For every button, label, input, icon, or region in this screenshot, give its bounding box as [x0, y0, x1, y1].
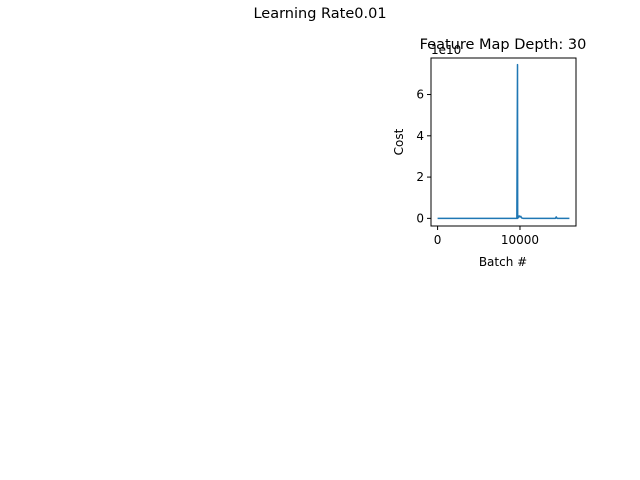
series-group	[437, 63, 570, 220]
plot-area	[430, 57, 577, 227]
x-tick-label: 10000	[501, 233, 539, 247]
y-tick-label: 2	[416, 170, 424, 184]
axis-ticks: 0 10000 0 2 4 6	[416, 88, 539, 247]
chart-title: Feature Map Depth: 30	[420, 37, 587, 53]
x-tick-label: 0	[434, 233, 442, 247]
y-tick-label: 6	[416, 88, 424, 102]
y-offset-text: 1e10	[431, 43, 461, 57]
y-tick-label: 4	[416, 129, 424, 143]
y-axis-label: Cost	[392, 128, 406, 155]
series-line	[437, 63, 570, 220]
y-tick-label: 0	[416, 211, 424, 225]
x-axis-label: Batch #	[479, 255, 527, 269]
figure-suptitle: Learning Rate0.01	[253, 6, 387, 22]
